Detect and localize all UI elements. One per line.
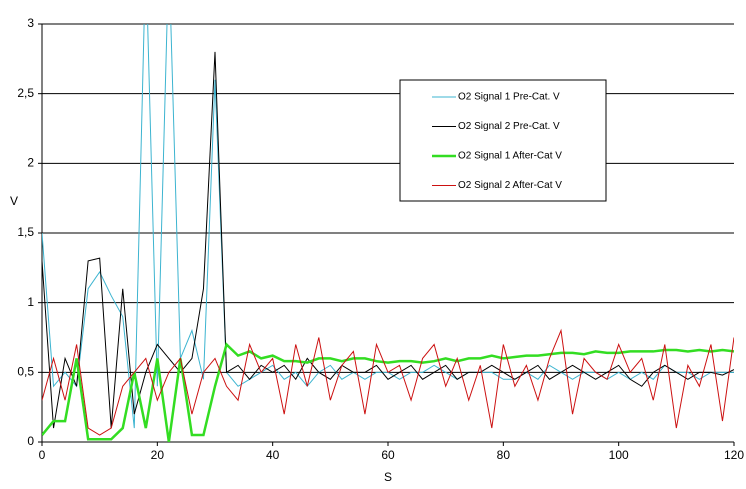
series-line [42,51,734,429]
series-line [42,24,734,429]
y-tick-label: 1 [27,295,34,309]
x-tick-label: 60 [381,448,395,462]
series-line [42,342,734,442]
plot-area [42,24,734,442]
y-tick-label: 2,5 [17,86,34,100]
y-tick-label: 3 [27,16,34,30]
x-tick-label: 80 [497,448,511,462]
x-tick-label: 0 [39,448,46,462]
x-tick-label: 100 [609,448,629,462]
x-tick-label: 20 [151,448,165,462]
y-tick-label: 2 [27,156,34,170]
x-tick-label: 120 [724,448,744,462]
legend-label: O2 Signal 2 After-Cat V [458,180,562,191]
x-axis-label: S [384,470,392,484]
y-tick-label: 1,5 [17,225,34,239]
legend-label: O2 Signal 1 After-Cat V [458,151,562,162]
y-tick-label: 0,5 [17,365,34,379]
legend-box [399,79,607,202]
x-tick-label: 40 [266,448,280,462]
legend-label: O2 Signal 1 Pre-Cat. V [458,92,560,103]
legend-label: O2 Signal 2 Pre-Cat. V [458,121,560,132]
y-axis-label: V [10,194,18,208]
series-line [42,328,734,436]
y-tick-label: 0 [27,434,34,448]
